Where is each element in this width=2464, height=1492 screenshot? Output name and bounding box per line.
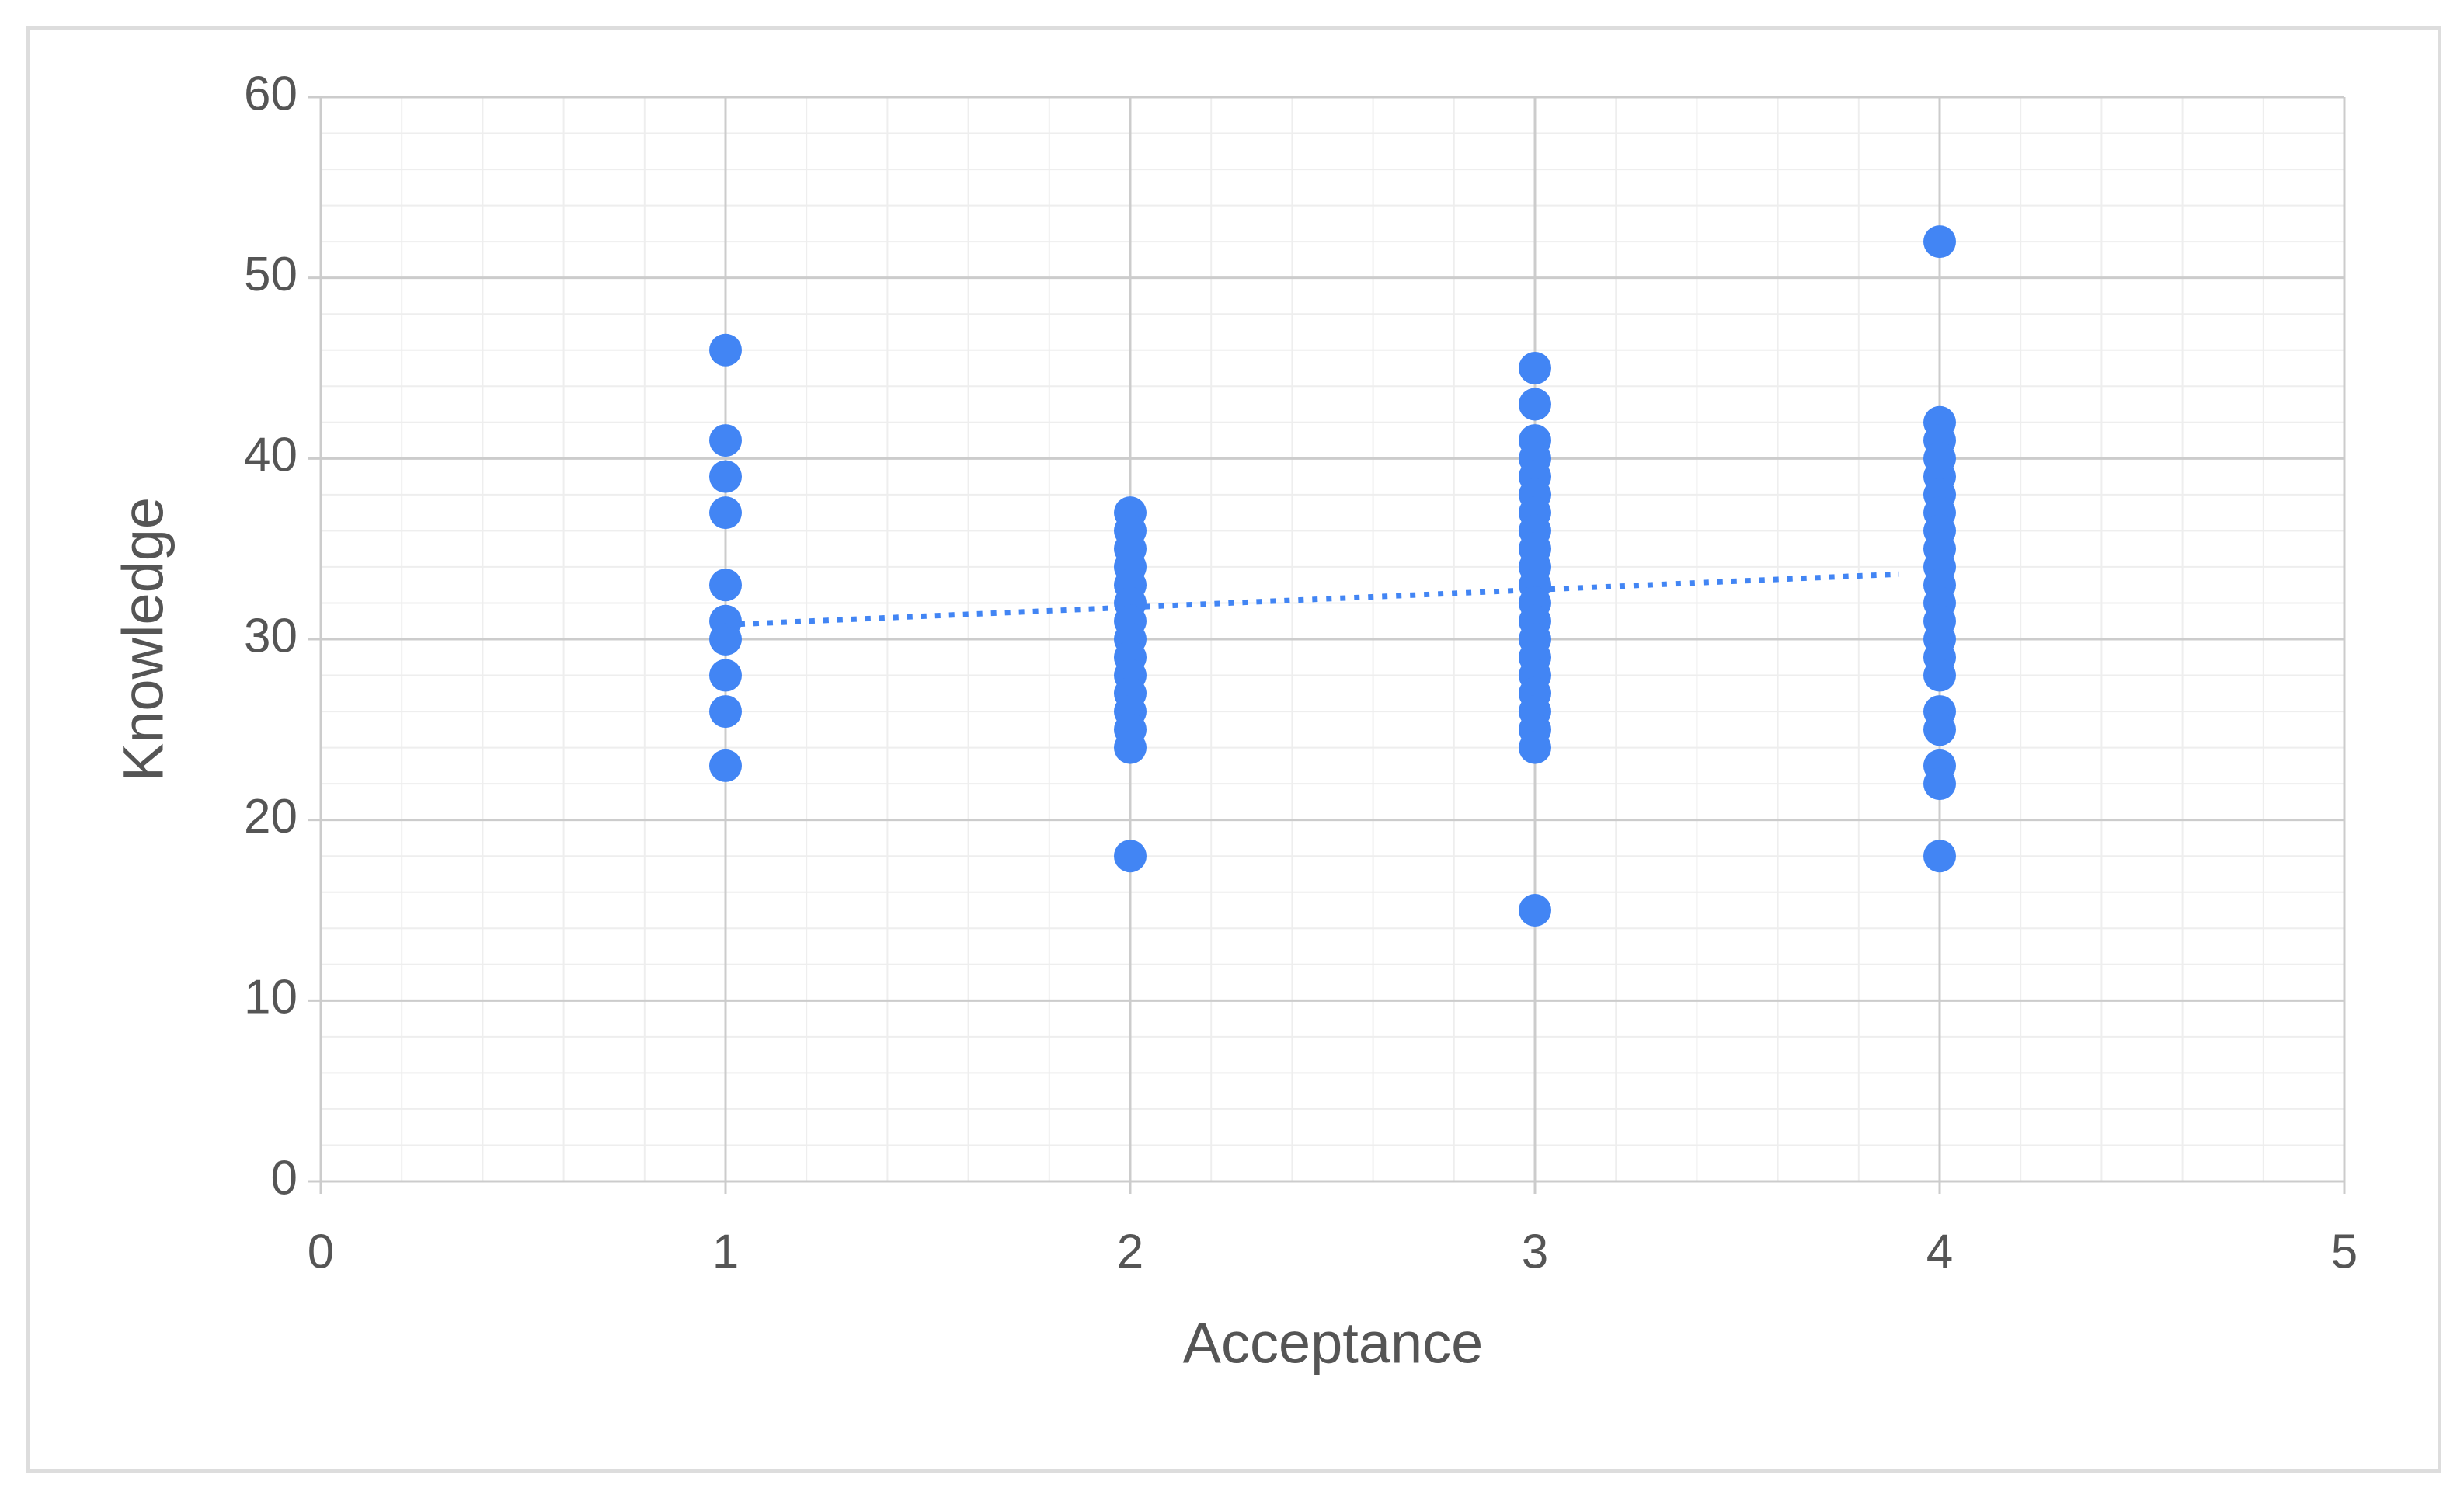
x-tick-label: 5 <box>2331 1225 2358 1278</box>
point <box>1519 731 1551 764</box>
point <box>1923 840 1956 873</box>
y-tick-label: 10 <box>244 971 298 1024</box>
point <box>709 623 742 656</box>
frame <box>26 26 2441 1473</box>
y-tick-label: 60 <box>244 67 298 120</box>
trendline <box>725 571 1900 628</box>
y-tick-label: 40 <box>244 429 298 482</box>
x-axis-title: Acceptance <box>1183 1311 1484 1375</box>
point <box>709 496 742 530</box>
point <box>1923 767 1956 801</box>
point <box>1923 713 1956 746</box>
y-tick-label: 30 <box>244 609 298 663</box>
point <box>1114 840 1147 873</box>
x-tick-label: 3 <box>1522 1225 1548 1278</box>
point <box>1519 894 1551 927</box>
y-axis-title: Knowledge <box>111 497 176 781</box>
x-tick-label: 4 <box>1926 1225 1953 1278</box>
x-tick-label: 0 <box>308 1225 334 1278</box>
point <box>709 424 742 457</box>
point <box>1519 352 1551 384</box>
x-tick-label: 2 <box>1117 1225 1143 1278</box>
point <box>1114 731 1147 764</box>
x-tick-label: 1 <box>712 1225 739 1278</box>
point <box>709 659 742 692</box>
y-tick-label: 20 <box>244 790 298 843</box>
point <box>709 749 742 782</box>
point <box>709 460 742 493</box>
point <box>709 569 742 602</box>
point <box>1519 388 1551 421</box>
y-tick-label: 0 <box>271 1151 298 1205</box>
point <box>1923 659 1956 692</box>
point <box>709 695 742 729</box>
y-tick-label: 50 <box>244 248 298 301</box>
point <box>709 333 742 367</box>
point <box>1923 225 1956 259</box>
